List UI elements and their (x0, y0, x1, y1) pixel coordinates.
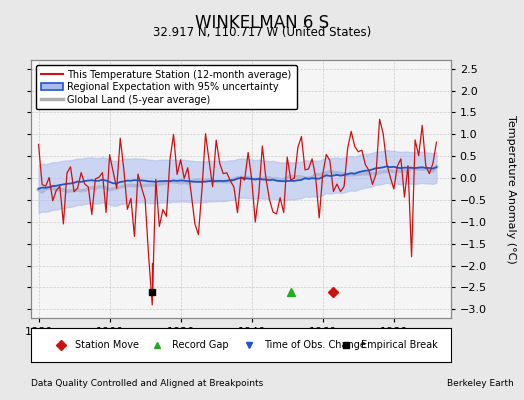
Text: Empirical Break: Empirical Break (361, 340, 437, 350)
Legend: This Temperature Station (12-month average), Regional Expectation with 95% uncer: This Temperature Station (12-month avera… (36, 65, 297, 110)
Text: Berkeley Earth: Berkeley Earth (447, 379, 514, 388)
Text: Time of Obs. Change: Time of Obs. Change (264, 340, 366, 350)
Text: Station Move: Station Move (75, 340, 139, 350)
Text: Record Gap: Record Gap (172, 340, 228, 350)
Text: 32.917 N, 110.717 W (United States): 32.917 N, 110.717 W (United States) (153, 26, 371, 39)
Text: WINKELMAN 6 S: WINKELMAN 6 S (195, 14, 329, 32)
Text: Data Quality Controlled and Aligned at Breakpoints: Data Quality Controlled and Aligned at B… (31, 379, 264, 388)
Y-axis label: Temperature Anomaly (°C): Temperature Anomaly (°C) (506, 115, 516, 263)
